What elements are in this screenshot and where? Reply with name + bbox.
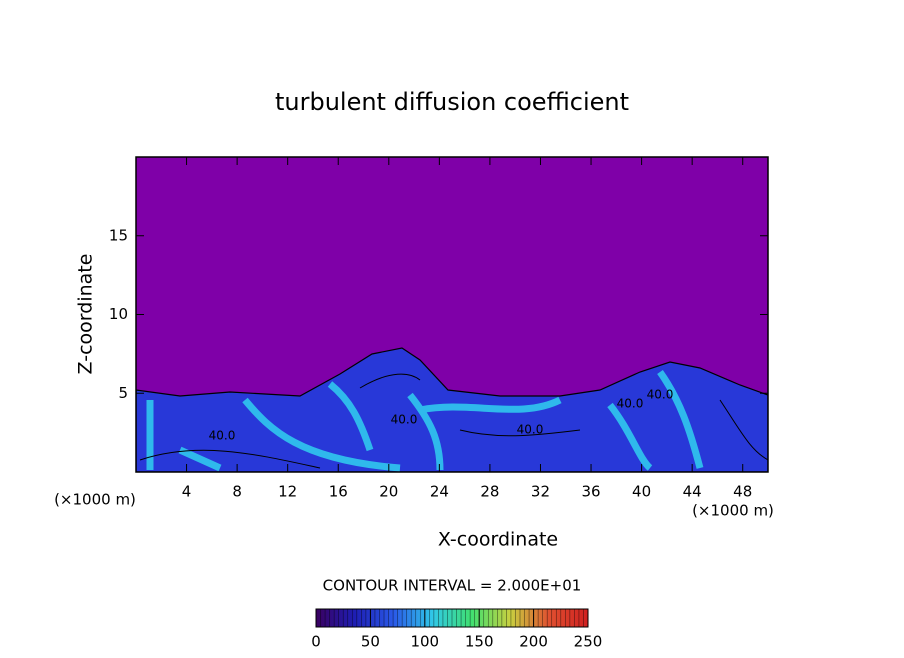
colorbar-tick-label: 50 <box>361 633 380 651</box>
contour-label: 40.0 <box>617 397 644 411</box>
colorbar-tick-label: 0 <box>311 633 321 651</box>
y-tick-label: 15 <box>109 226 128 244</box>
x-unit-label: (×1000 m) <box>692 502 774 520</box>
x-tick-label: 20 <box>379 483 398 501</box>
colorbar-tick-label: 100 <box>410 633 439 651</box>
x-tick-label: 36 <box>581 483 600 501</box>
contour-label: 40.0 <box>647 388 674 402</box>
y-tick-label: 10 <box>109 305 128 323</box>
contour-label: 40.0 <box>517 423 544 437</box>
x-tick-label: 28 <box>480 483 499 501</box>
x-tick-label: 40 <box>632 483 651 501</box>
x-tick-label: 12 <box>278 483 297 501</box>
field-streak <box>146 369 704 472</box>
x-tick-label: 48 <box>733 483 752 501</box>
x-tick-label: 4 <box>182 483 192 501</box>
field <box>136 347 768 472</box>
contour-label: 40.0 <box>209 429 236 443</box>
y-unit-label: (×1000 m) <box>54 491 136 509</box>
x-tick-label: 44 <box>683 483 702 501</box>
x-tick-label: 16 <box>329 483 348 501</box>
x-tick-label: 32 <box>531 483 550 501</box>
x-tick-label: 24 <box>430 483 449 501</box>
x-tick-label: 8 <box>232 483 242 501</box>
x-axis-label: X-coordinate <box>438 529 558 551</box>
y-axis-label: Z-coordinate <box>75 254 97 375</box>
y-tick-label: 5 <box>118 384 128 402</box>
contour-interval-label: CONTOUR INTERVAL = 2.000E+01 <box>323 577 582 595</box>
contour-line <box>139 373 768 469</box>
contour-label: 40.0 <box>391 413 418 427</box>
colorbar-tick-label: 200 <box>519 633 548 651</box>
chart-title: turbulent diffusion coefficient <box>275 88 629 116</box>
colorbar-tick-label: 250 <box>574 633 603 651</box>
colorbar-tick-label: 150 <box>465 633 494 651</box>
